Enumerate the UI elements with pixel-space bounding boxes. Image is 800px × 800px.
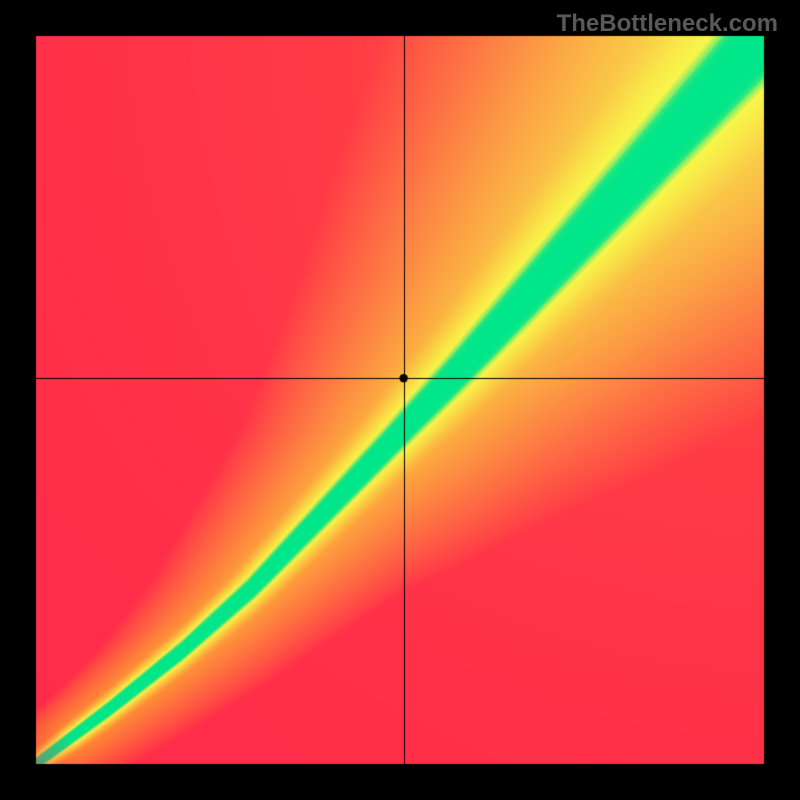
watermark-text: TheBottleneck.com [557,10,778,38]
chart-container: { "watermark": { "text": "TheBottleneck.… [0,0,800,800]
bottleneck-heatmap [0,0,800,800]
